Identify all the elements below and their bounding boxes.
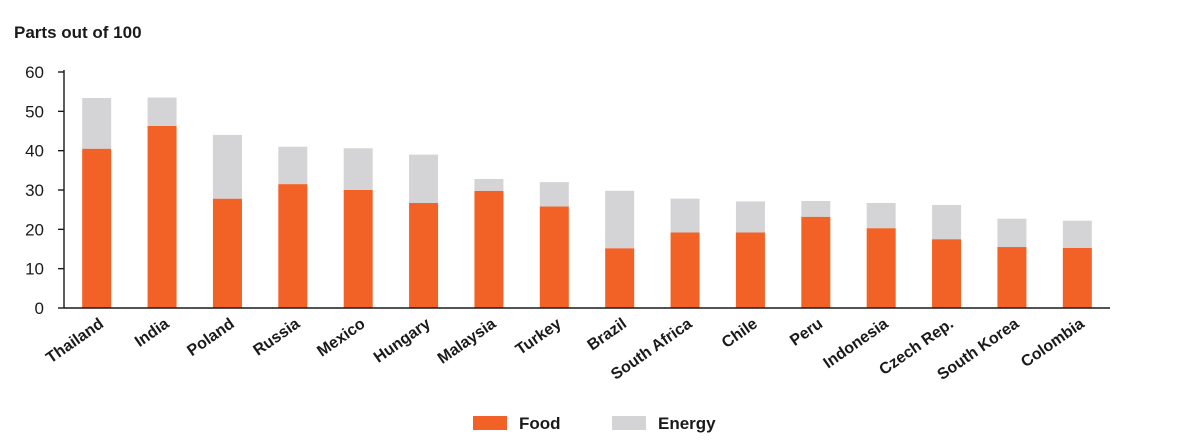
y-axis: 0 10 20 30 40 50 60 [25,63,65,318]
bar-energy-poland [212,134,242,199]
bar-energy-malaysia [474,178,504,191]
legend-label-food: Food [519,414,561,433]
x-tick-label: Russia [250,315,303,359]
legend-swatch-energy [612,416,646,430]
bar-food-colombia [1062,247,1092,308]
x-tick-label: Poland [184,315,237,360]
bar-food-turkey [539,206,569,308]
bar-food-czech-rep- [932,239,962,308]
y-tick-label: 60 [25,63,44,82]
bar-energy-turkey [539,182,569,207]
legend-swatch-food [473,416,507,430]
x-tick-label: Peru [787,315,826,349]
bar-energy-indonesia [866,202,896,229]
bar-energy-south-korea [997,218,1027,248]
bar-energy-south-africa [670,198,700,233]
bar-food-india [147,125,177,309]
x-tick-label: Colombia [1018,315,1088,371]
y-tick-label: 50 [25,102,44,121]
bar-energy-thailand [82,97,112,149]
bar-energy-mexico [343,148,373,190]
bar-food-poland [212,198,242,308]
bar-food-indonesia [866,228,896,308]
bar-food-thailand [82,148,112,308]
bar-energy-brazil [605,190,635,249]
x-tick-label: Malaysia [435,315,499,367]
bar-food-brazil [605,248,635,308]
x-tick-label: Chile [719,315,761,351]
x-axis: Thailand India Poland Russia Mexico Hungary Ma… [43,307,1110,384]
x-tick-label: Thailand [43,315,107,367]
y-tick-label: 40 [25,142,44,161]
bar-energy-hungary [409,154,439,203]
bar-food-peru [801,216,831,308]
bar-energy-colombia [1062,220,1092,248]
bar-food-russia [278,184,308,308]
x-tick-label: Hungary [371,315,434,366]
bar-food-hungary [409,202,439,308]
x-tick-label: Turkey [513,315,565,358]
y-tick-label: 10 [25,260,44,279]
bar-food-south-korea [997,247,1027,308]
x-tick-label: Brazil [585,315,630,354]
bar-energy-chile [735,201,765,233]
y-axis-label: Parts out of 100 [14,23,142,42]
legend: Food Energy [473,414,716,433]
y-tick-label: 0 [35,299,44,318]
bar-food-south-africa [670,232,700,308]
bar-energy-india [147,97,177,126]
y-tick-label: 30 [25,181,44,200]
bars [82,97,1092,309]
bar-energy-peru [801,201,831,217]
bar-energy-russia [278,146,308,185]
bar-food-chile [735,232,765,308]
bar-food-mexico [343,190,373,308]
x-tick-label: India [132,315,172,350]
y-tick-label: 20 [25,220,44,239]
bar-food-malaysia [474,190,504,308]
bar-energy-czech-rep- [932,204,962,240]
legend-label-energy: Energy [658,414,716,433]
x-tick-label: Mexico [314,315,368,360]
